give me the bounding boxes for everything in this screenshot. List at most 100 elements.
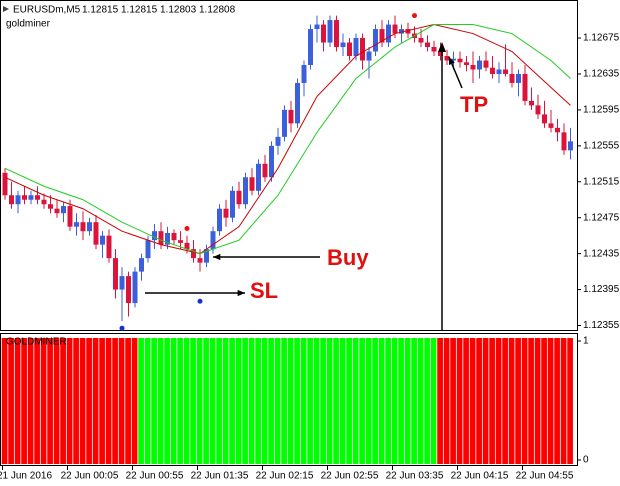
indicator-bar [53, 338, 60, 464]
indicator-bar [391, 338, 398, 464]
candle-body [139, 258, 144, 272]
indicator-bar [235, 338, 242, 464]
indicator-bar [118, 338, 125, 464]
indicator-bar [242, 338, 248, 464]
indicator-bar [112, 338, 118, 464]
x-tick-label: 22 Jun 04:15 [451, 471, 509, 482]
indicator-bar [183, 338, 190, 464]
indicator-bar [476, 338, 482, 464]
tp-arrow-head [448, 57, 455, 65]
candle-body [9, 195, 14, 205]
indicator-bar [209, 338, 216, 464]
candle-body [197, 258, 203, 263]
indicator-bar [359, 338, 365, 464]
tp-label: TP [460, 92, 488, 117]
candle-body [61, 206, 66, 214]
indicator-bar [450, 338, 456, 464]
y-tick-label: 1.12595 [583, 105, 620, 116]
indicator-bar [14, 338, 21, 464]
indicator-bar [8, 338, 14, 464]
x-tick-label: 22 Jun 01:35 [191, 471, 249, 482]
indicator-bar [144, 338, 151, 464]
indicator-bar [307, 338, 313, 464]
candle-body [204, 249, 209, 263]
indicator-bar [131, 338, 138, 464]
candle-body [113, 258, 118, 290]
candle-body [425, 42, 430, 48]
quote-value: 1.12808 [199, 5, 236, 16]
candle-body [392, 24, 398, 34]
indicator-bar [248, 338, 255, 464]
indicator-bar [66, 338, 73, 464]
y-tick-label: 1.12635 [583, 69, 620, 80]
candle-body [483, 60, 489, 68]
quote-value: 1.12803 [160, 5, 197, 16]
indicator-bar [287, 338, 294, 464]
candle-body [314, 24, 320, 30]
y-tick-label: 1.12675 [583, 33, 620, 44]
candle-body [275, 136, 281, 146]
candle-body [119, 276, 125, 290]
candle-body [171, 232, 177, 241]
candle-body [457, 58, 463, 63]
indicator-bar [164, 338, 170, 464]
candle-body [236, 190, 242, 205]
indicator-bar [385, 338, 391, 464]
candle-body [67, 206, 73, 227]
x-tick-label: 22 Jun 02:55 [321, 471, 379, 482]
candle-body [529, 100, 534, 106]
indicator-bar [365, 338, 372, 464]
indicator-bar [463, 338, 469, 464]
indicator-bar [222, 338, 229, 464]
indicator-name: goldminer [6, 19, 51, 30]
candle-body [249, 177, 255, 191]
signal-dot [412, 13, 417, 19]
indicator-bar [40, 338, 47, 464]
moving-average [4, 24, 571, 255]
candle-body [431, 47, 437, 52]
indicator-bar [411, 338, 417, 464]
candle-body [496, 69, 502, 74]
candle-body [444, 56, 450, 61]
candle-body [210, 231, 216, 250]
indicator-bar [404, 338, 411, 464]
indicator-bar [105, 338, 112, 464]
main-panel [0, 0, 578, 331]
candle-body [48, 204, 53, 209]
indicator-bar [541, 338, 547, 464]
indicator-bar [495, 338, 502, 464]
moving-average [4, 24, 571, 255]
indicator-tick-label: 1 [583, 336, 589, 347]
candle-body [243, 177, 248, 205]
candle-body [106, 235, 112, 259]
indicator-bar [196, 338, 203, 464]
candle-body [132, 271, 138, 304]
indicator-bar [73, 338, 79, 464]
indicator-bar [417, 338, 424, 464]
indicator-bar [313, 338, 320, 464]
sl-arrow-head [237, 289, 245, 297]
candle-body [321, 24, 326, 43]
indicator-bar [469, 338, 476, 464]
candle-body [126, 276, 131, 304]
indicator-bar [190, 338, 196, 464]
candle-body [282, 109, 287, 137]
candle-body [41, 199, 47, 205]
indicator-bar [489, 338, 495, 464]
candle-body [191, 249, 196, 259]
candle-body [353, 38, 359, 57]
indicator-bar [268, 338, 274, 464]
candle-body [158, 231, 164, 245]
candle-body [223, 208, 229, 218]
x-tick-label: 22 Jun 02:15 [256, 471, 314, 482]
candle-body [464, 62, 469, 65]
candle-body [405, 29, 411, 34]
candle-body [542, 114, 547, 124]
indicator-bar [203, 338, 209, 464]
candle-body [470, 64, 476, 70]
candle-body [145, 240, 151, 259]
candle-body [93, 222, 99, 245]
candle-body [301, 64, 307, 83]
x-tick-label: 22 Jun 03:35 [386, 471, 444, 482]
candle-body [74, 222, 79, 227]
